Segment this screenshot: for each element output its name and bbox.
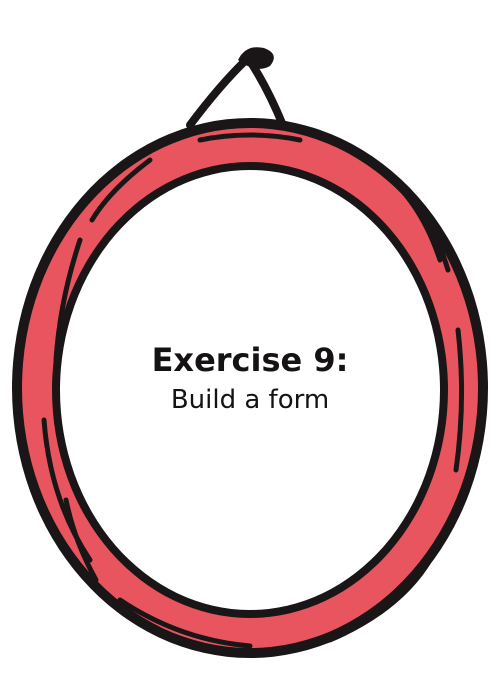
hanging-string bbox=[186, 54, 288, 132]
ring-interior bbox=[60, 170, 440, 610]
exercise-title: Exercise 9: bbox=[151, 341, 349, 379]
hook-knob bbox=[238, 47, 274, 69]
exercise-subtitle: Build a form bbox=[170, 385, 330, 415]
caption: Exercise 9: Build a form bbox=[90, 338, 410, 418]
ring-sketch-strokes bbox=[41, 132, 465, 649]
